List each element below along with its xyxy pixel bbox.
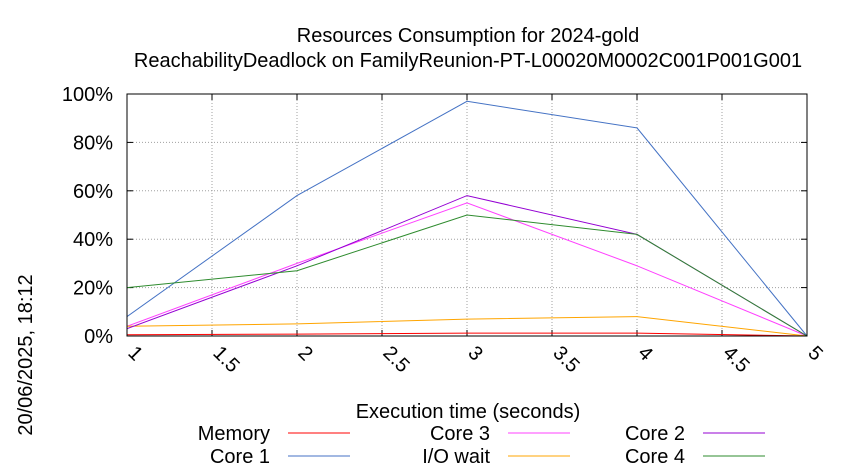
series-line-core-3 bbox=[126, 202, 808, 337]
x-tick-label: 4.5 bbox=[718, 342, 753, 377]
y-tick-label: 40% bbox=[73, 229, 113, 251]
series-line-i-o-wait bbox=[126, 316, 808, 337]
y-tick-label: 100% bbox=[62, 84, 113, 106]
x-tick-label: 3 bbox=[463, 342, 486, 365]
x-tick-label: 2 bbox=[293, 342, 316, 365]
timestamp-label: 20/06/2025, 18:12 bbox=[15, 274, 37, 435]
legend-label: I/O wait bbox=[422, 446, 490, 468]
legend-label: Core 1 bbox=[210, 446, 270, 468]
legend-label: Memory bbox=[198, 423, 270, 445]
legend-label: Core 2 bbox=[625, 423, 685, 445]
x-axis-label: Execution time (seconds) bbox=[356, 401, 581, 423]
y-tick-label: 60% bbox=[73, 181, 113, 203]
x-tick-label: 4 bbox=[633, 342, 656, 365]
grid bbox=[127, 94, 807, 336]
legend-label: Core 3 bbox=[430, 423, 490, 445]
plot-frame bbox=[126, 93, 808, 337]
chart-title: Resources Consumption for 2024-gold bbox=[297, 25, 639, 47]
series-lines bbox=[126, 100, 808, 337]
x-tick-label: 1 bbox=[123, 342, 146, 365]
chart-subtitle: ReachabilityDeadlock on FamilyReunion-PT… bbox=[134, 50, 802, 72]
x-tick-label: 3.5 bbox=[548, 342, 583, 377]
series-line-memory bbox=[126, 332, 808, 337]
x-tick-label: 5 bbox=[803, 342, 826, 365]
y-tick-label: 0% bbox=[84, 326, 113, 348]
series-line-core-4 bbox=[126, 214, 808, 337]
series-line-core-1 bbox=[126, 100, 808, 337]
legend-label: Core 4 bbox=[625, 446, 685, 468]
y-tick-label: 80% bbox=[73, 132, 113, 154]
x-tick-label: 1.5 bbox=[208, 342, 243, 377]
y-axis: 0% 20% 40% 60% 80% 100% bbox=[62, 84, 807, 348]
x-tick-label: 2.5 bbox=[378, 342, 413, 377]
y-tick-label: 20% bbox=[73, 278, 113, 300]
